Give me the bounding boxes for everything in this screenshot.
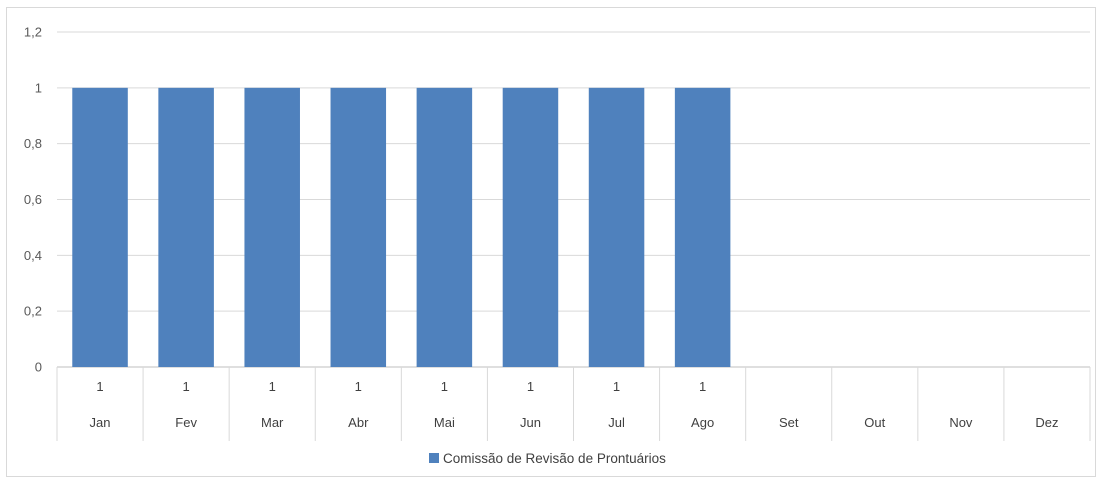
legend-label: Comissão de Revisão de Prontuários xyxy=(443,451,666,466)
data-table: 1 Jan 1 Fev 1 Mar 1 Abr 1 Mai 1 Jun 1 Jul 1 Ago Set Out No… xyxy=(56,367,1091,441)
bar xyxy=(244,87,300,367)
category-label: Dez xyxy=(1035,415,1058,430)
data-label: 1 xyxy=(441,379,448,394)
category-label: Set xyxy=(779,415,799,430)
bar xyxy=(416,87,473,367)
category-label: Abr xyxy=(348,415,369,430)
category-label: Mai xyxy=(434,415,455,430)
y-tick-label: 1,2 xyxy=(24,25,42,40)
bar xyxy=(588,87,645,367)
category-label: Jan xyxy=(90,415,111,430)
category-label: Out xyxy=(864,415,885,430)
category-label: Jul xyxy=(608,415,625,430)
category-label: Jun xyxy=(520,415,541,430)
bar xyxy=(72,87,128,367)
bars xyxy=(72,87,731,367)
legend-swatch xyxy=(429,453,439,463)
bar xyxy=(158,87,214,367)
data-label: 1 xyxy=(699,379,706,394)
data-label: 1 xyxy=(96,379,103,394)
category-label: Mar xyxy=(261,415,284,430)
y-axis-tick-labels: 0 0,2 0,4 0,6 0,8 1 1,2 xyxy=(24,25,42,375)
data-label: 1 xyxy=(183,379,190,394)
category-label: Ago xyxy=(691,415,714,430)
data-label: 1 xyxy=(527,379,534,394)
y-tick-label: 0 xyxy=(35,360,42,375)
data-label: 1 xyxy=(355,379,362,394)
y-tick-label: 0,4 xyxy=(24,248,42,263)
bar xyxy=(330,87,387,367)
category-label: Fev xyxy=(175,415,197,430)
y-tick-label: 0,2 xyxy=(24,304,42,319)
category-label: Nov xyxy=(949,415,973,430)
bar xyxy=(502,87,559,367)
y-tick-label: 0,6 xyxy=(24,192,42,207)
data-label: 1 xyxy=(613,379,620,394)
bar xyxy=(674,87,731,367)
y-tick-label: 1 xyxy=(35,80,42,95)
y-tick-label: 0,8 xyxy=(24,136,42,151)
legend: Comissão de Revisão de Prontuários xyxy=(429,451,666,466)
data-label: 1 xyxy=(269,379,276,394)
